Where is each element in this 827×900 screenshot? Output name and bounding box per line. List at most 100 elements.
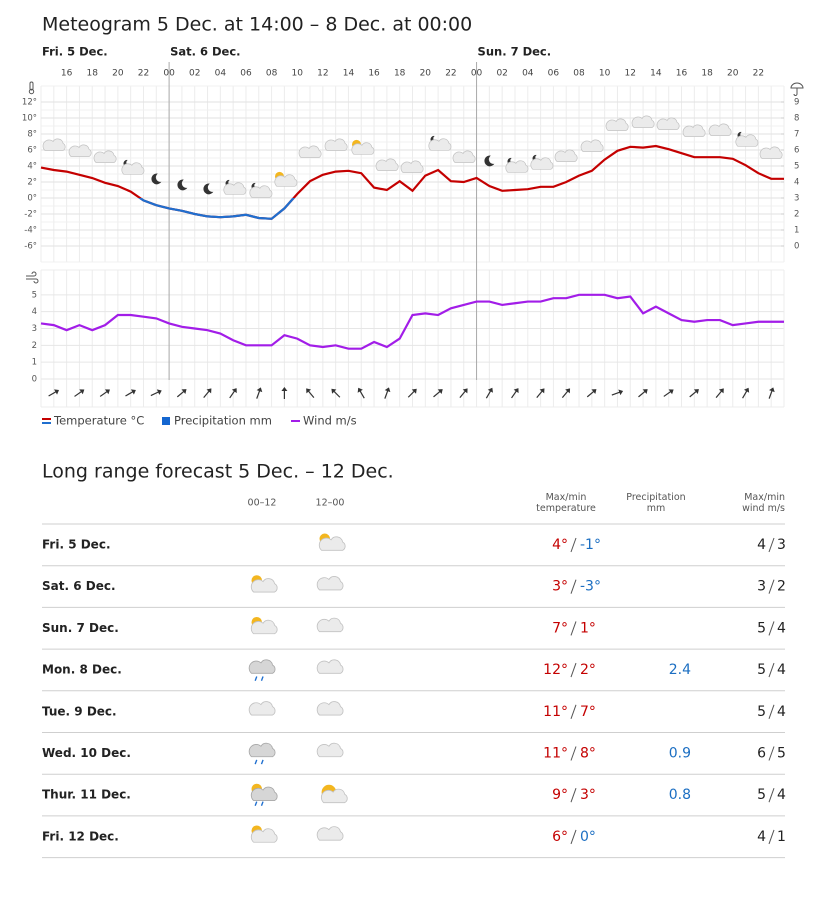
arrow-head: [462, 388, 468, 394]
y-tick-label: 5: [32, 290, 37, 300]
x-tick-label: 04: [522, 69, 534, 79]
slash: [768, 662, 775, 678]
day-label: Sat. 6 Dec.: [170, 45, 240, 59]
y-tick-label: 6°: [27, 146, 37, 156]
cloud: [735, 134, 759, 147]
cloud: [249, 185, 273, 198]
cloud: [248, 659, 276, 674]
arrow-head: [743, 387, 750, 393]
cloud: [316, 826, 344, 841]
max-temp: 4°: [552, 537, 568, 553]
arrow-head: [181, 389, 187, 395]
legend-label: Temperature °C: [53, 414, 144, 428]
cloud: [656, 117, 680, 130]
max-temp: 3°: [552, 579, 568, 595]
wind-arrow: [176, 389, 187, 398]
y2-tick-label: 4: [794, 178, 799, 188]
rain: [260, 759, 264, 765]
cloud: [320, 788, 348, 804]
max-wind: 5: [757, 662, 766, 678]
cloud: [223, 182, 247, 195]
column-header: Max/min wind m/s: [742, 492, 785, 514]
min-temp: 8°: [580, 746, 596, 762]
arrow-head: [231, 388, 237, 394]
max-temp: 12°: [543, 662, 568, 678]
moon: [203, 183, 214, 195]
min-wind: 5: [777, 746, 786, 762]
slash: [570, 788, 577, 803]
moon: [151, 173, 162, 185]
legend-swatch: [162, 417, 170, 425]
wind-arrow: [229, 388, 237, 399]
y-tick-label: 3: [32, 324, 37, 334]
cloud: [250, 786, 278, 801]
cloud: [298, 145, 322, 158]
min-wind: 4: [777, 662, 786, 678]
x-tick-label: 02: [496, 69, 507, 79]
day-name: Fri. 12 Dec.: [42, 829, 119, 843]
x-tick-label: 06: [548, 69, 560, 79]
x-tick-label: 08: [573, 69, 585, 79]
wind-arrow: [768, 387, 775, 399]
moon: [484, 155, 495, 167]
line: [40, 293, 784, 350]
weather-icon: [121, 159, 145, 175]
cloud: [248, 742, 276, 758]
cloud: [554, 149, 578, 162]
cloud: [759, 146, 783, 159]
arrow-head: [411, 388, 417, 394]
wind-arrow: [407, 388, 417, 398]
weather-icon: [248, 742, 276, 765]
cloud: [42, 138, 66, 151]
arrow-head: [539, 388, 545, 394]
weather-icon: [316, 742, 344, 758]
max-wind: 6: [757, 746, 766, 762]
max-temp: 11°: [543, 704, 568, 720]
wind-arrow: [536, 388, 545, 398]
y2-tick-label: 6: [794, 146, 799, 156]
weather-icon: [151, 173, 162, 185]
weather-icon: [316, 659, 344, 674]
cloud: [274, 174, 298, 187]
wind-arrow: [203, 388, 212, 398]
min-temp: -3°: [580, 579, 601, 595]
arrow-head: [206, 388, 212, 394]
weather-icon: [316, 826, 344, 841]
slash: [768, 829, 775, 845]
slash: [768, 788, 775, 803]
wind-arrow: [715, 388, 724, 398]
x-tick-label: 18: [87, 69, 99, 79]
weather-icon: [428, 135, 452, 151]
cloud: [316, 659, 344, 674]
max-wind: 4: [757, 829, 766, 845]
weather-icon: [318, 533, 346, 551]
wind-arrow: [663, 389, 674, 397]
weather-icon: [248, 701, 276, 716]
max-wind: 5: [757, 787, 766, 803]
cloud: [708, 123, 732, 136]
wind-arrow: [586, 389, 597, 398]
arrow-head: [357, 387, 363, 393]
cloud: [316, 701, 344, 716]
wind-arrow: [611, 389, 624, 396]
x-tick-label: 14: [650, 69, 662, 79]
min-temp: -1°: [580, 537, 601, 553]
y-tick-label: -4°: [24, 226, 37, 236]
cloud: [400, 160, 424, 173]
x-tick-label: 16: [368, 69, 380, 79]
column-header: 12–00: [316, 498, 345, 509]
x-tick-label: 22: [138, 69, 149, 79]
y2-tick-label: 0: [794, 242, 799, 252]
umbrella-icon: [790, 82, 804, 96]
arrow-head: [642, 389, 648, 395]
arrow-head: [281, 387, 288, 391]
slash: [570, 537, 577, 553]
arrow-head: [591, 389, 597, 395]
max-wind: 4: [757, 537, 766, 553]
thermometer-icon: [28, 81, 35, 95]
slash: [570, 621, 577, 636]
y-tick-label: 4: [32, 307, 37, 317]
max-temp: 6°: [552, 829, 568, 845]
weather-icon: [249, 182, 273, 198]
